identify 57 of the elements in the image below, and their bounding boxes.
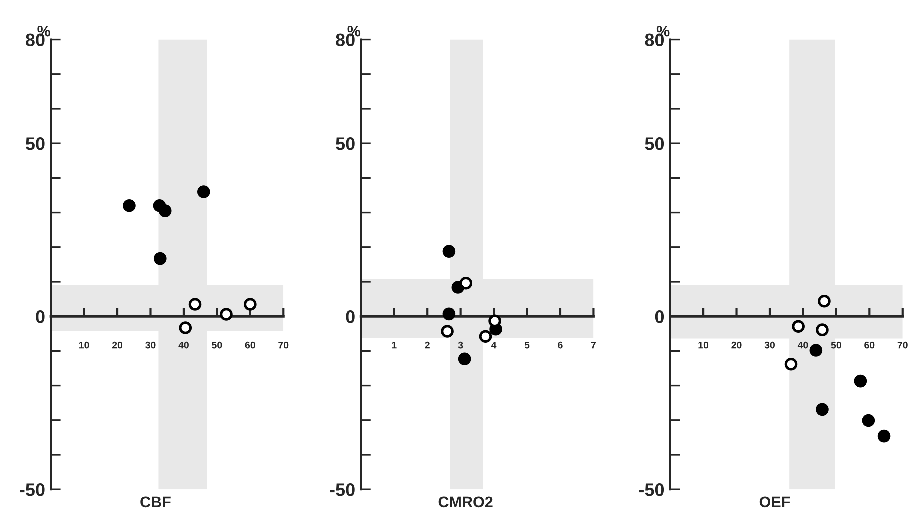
x-tick-label: 10 — [80, 342, 90, 349]
point — [460, 276, 473, 290]
point — [792, 320, 805, 334]
point — [810, 344, 823, 357]
x-tick-label: 50 — [212, 342, 222, 349]
point — [862, 414, 876, 428]
point — [197, 186, 210, 198]
point — [244, 298, 257, 311]
point — [784, 358, 798, 371]
x-tick-label: 20 — [732, 342, 742, 349]
point — [854, 374, 868, 388]
y-tick-label: -50 — [639, 484, 664, 496]
point — [220, 308, 233, 321]
y-tick-label: -50 — [20, 484, 45, 496]
y-tick-label: 0 — [36, 310, 45, 324]
point — [458, 352, 472, 366]
point — [878, 430, 891, 443]
x-tick-label: 3 — [458, 342, 464, 349]
point — [441, 325, 454, 338]
point — [442, 308, 456, 321]
x-tick-label: 20 — [112, 342, 123, 349]
point — [188, 298, 202, 311]
x-tick-label: 5 — [524, 342, 530, 349]
x-tick-label: 10 — [698, 342, 709, 349]
x-tick-label: 1 — [392, 342, 397, 349]
x-axis-title: OEF — [760, 496, 790, 508]
point — [816, 403, 829, 416]
y-tick-label: 50 — [336, 138, 355, 150]
point — [818, 294, 831, 308]
x-tick-label: 60 — [864, 342, 875, 349]
point — [123, 199, 136, 212]
x-tick-label: 4 — [491, 342, 497, 349]
x-tick-label: 40 — [798, 342, 808, 349]
y-tick-label: 50 — [645, 138, 664, 150]
x-tick-label: 30 — [764, 342, 775, 349]
point — [816, 324, 829, 336]
y-tick-label: 50 — [26, 138, 45, 150]
x-tick-label: 7 — [591, 342, 596, 349]
point — [154, 252, 167, 266]
point — [479, 330, 492, 344]
x-tick-label: 70 — [898, 342, 908, 349]
x-tick-label: 40 — [178, 342, 189, 349]
point — [488, 314, 502, 328]
y-tick-label: 0 — [346, 310, 355, 324]
y-tick-label: -50 — [330, 484, 355, 496]
point — [158, 204, 172, 218]
x-axis-title: CMRO2 — [438, 496, 493, 508]
x-tick-label: 50 — [831, 342, 842, 349]
x-tick-label: 70 — [278, 342, 289, 349]
x-tick-label: 60 — [245, 342, 256, 349]
x-axis-title: CBF — [140, 496, 171, 508]
x-tick-label: 2 — [425, 342, 430, 349]
x-tick-label: 30 — [146, 342, 156, 349]
point — [442, 245, 456, 258]
y-tick-label: 0 — [655, 310, 664, 324]
point — [179, 322, 192, 334]
x-tick-label: 6 — [558, 342, 563, 349]
